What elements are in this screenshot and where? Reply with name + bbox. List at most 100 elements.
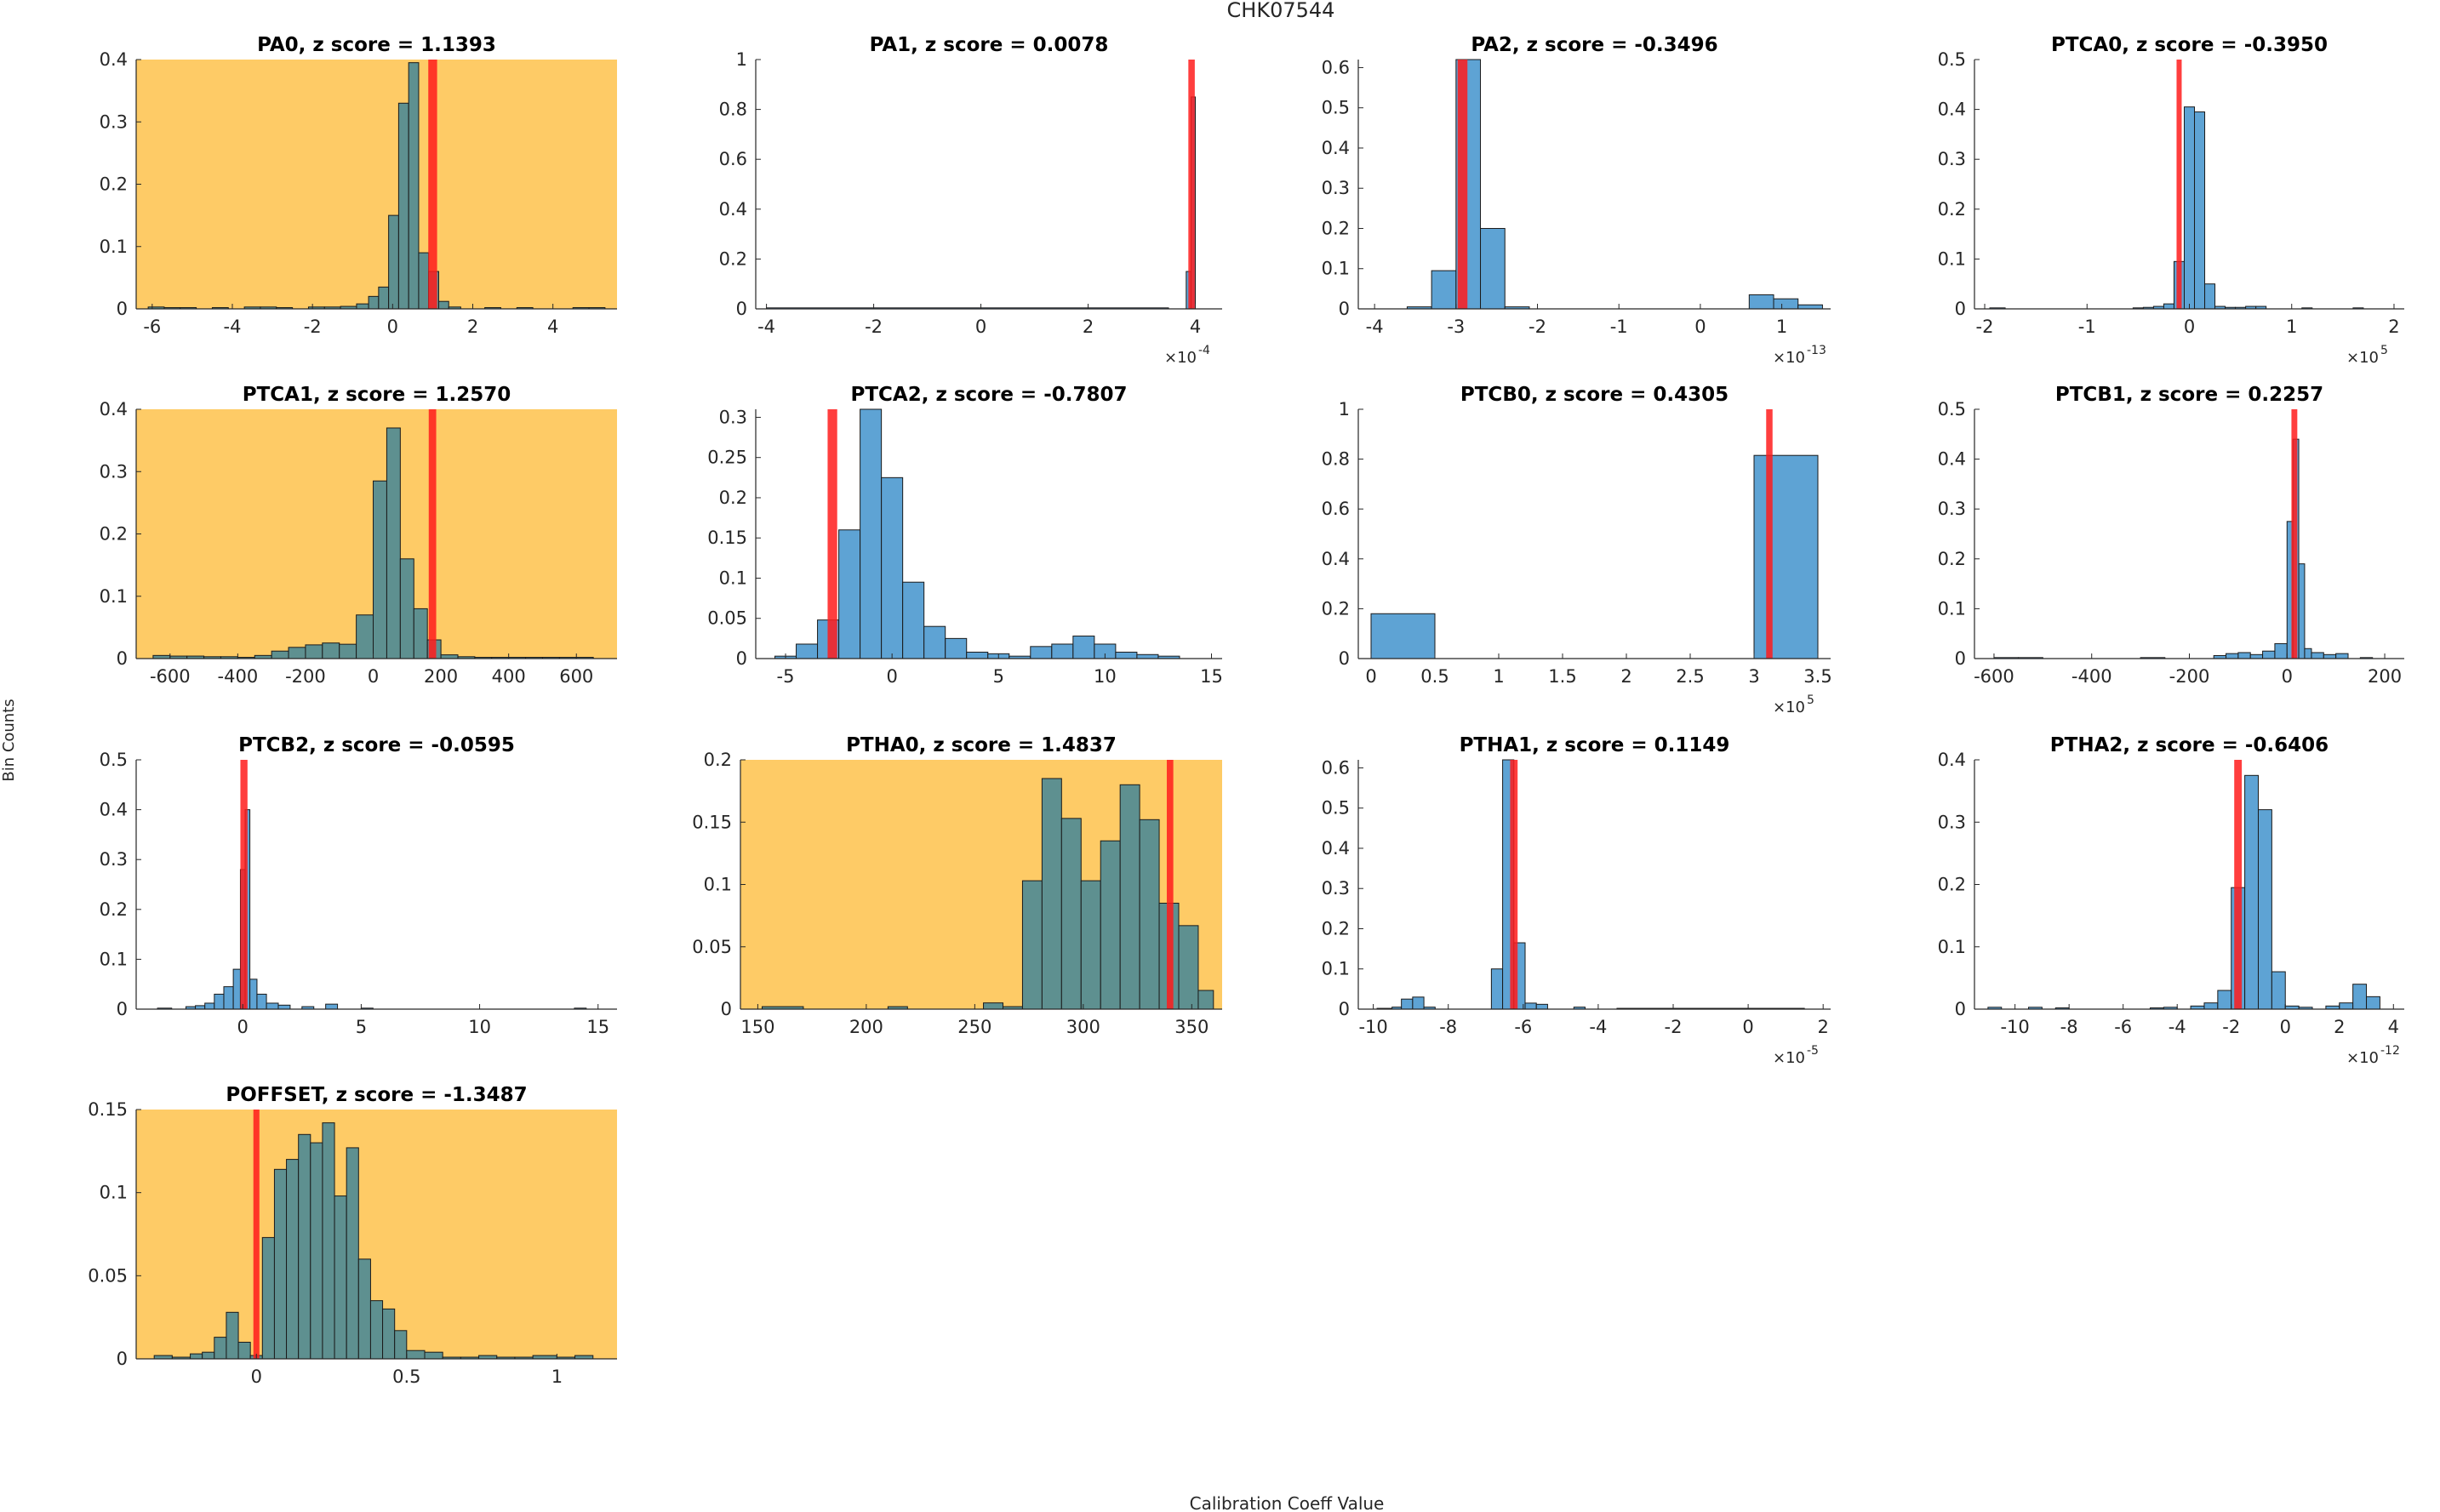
y-tick-label: 0.4 (1938, 750, 1966, 770)
histogram-bar (388, 214, 399, 310)
x-tick-label: -4 (1589, 1017, 1607, 1037)
histogram-bar (2203, 1002, 2219, 1010)
histogram-bar (1490, 968, 1504, 1010)
x-tick-label: 0 (1742, 1017, 1753, 1037)
x-tick-label: 400 (492, 666, 526, 687)
x-tick-label: 5 (993, 666, 1004, 687)
y-tick-label: 0 (1955, 999, 1966, 1019)
y-tick-label: 0.1 (1938, 598, 1966, 619)
y-tick-label: 0.15 (707, 528, 747, 548)
x-tick-label: 1 (1776, 317, 1787, 337)
axis-exponent-label: ×10 (2346, 349, 2379, 367)
histogram-bar (1431, 270, 1457, 310)
histogram-bar (440, 654, 459, 659)
x-tick-label: 1 (551, 1367, 563, 1387)
histogram-bar (1178, 925, 1199, 1010)
histogram-bar (902, 581, 925, 659)
y-tick-label: 0.5 (1938, 399, 1966, 419)
subplot-6: 0 0.2 0.4 0.6 0.8 1 0 0.5 1 1.5 2 2.5 3 3.5 ×10 5 PTCB0,… (1322, 384, 1832, 716)
subplot-title: PA0, z score = 1.1393 (257, 34, 496, 56)
histogram-bar (2163, 303, 2174, 310)
histogram-bar (346, 1147, 359, 1360)
x-tick-label: -10 (2000, 1017, 2029, 1037)
x-tick-label: -2 (1529, 317, 1546, 337)
histogram-bar (2339, 1002, 2354, 1010)
zscore-marker (428, 409, 437, 659)
subplot-title: PTHA0, z score = 1.4837 (846, 734, 1117, 756)
x-tick-label: -2 (865, 317, 883, 337)
histogram-bar (966, 651, 989, 659)
x-tick-label: 15 (586, 1017, 609, 1037)
y-tick-label: 0.1 (1938, 937, 1966, 957)
x-tick-label: -1 (2078, 317, 2096, 337)
axis-exponent-power: 5 (2380, 344, 2388, 357)
histogram-bar (1100, 840, 1121, 1010)
x-tick-label: -2 (1665, 1017, 1683, 1037)
histogram-bar (1136, 653, 1159, 659)
subplot-title: PTCA1, z score = 1.2570 (243, 384, 511, 406)
y-tick-label: 0.4 (1322, 138, 1350, 158)
x-tick-label: 2 (1620, 666, 1631, 687)
y-tick-label: 0.2 (100, 899, 128, 920)
x-tick-label: -2 (2222, 1017, 2240, 1037)
subplot-9: 0 0.05 0.1 0.15 0.2 150 200 250 300 350 PTHA0, z s… (692, 734, 1222, 1037)
zscore-marker (240, 760, 248, 1009)
histogram-bar (214, 1337, 227, 1360)
x-tick-label: 300 (1066, 1017, 1100, 1037)
histogram-bar (298, 1133, 311, 1360)
y-tick-label: 0.6 (1322, 757, 1350, 778)
histogram-bar (356, 303, 369, 310)
subplot-title: PA2, z score = -0.3496 (1471, 34, 1717, 56)
histogram-bar (223, 986, 234, 1010)
histogram-bar (368, 295, 380, 310)
histogram-bar (1041, 778, 1062, 1010)
x-tick-label: -10 (1358, 1017, 1387, 1037)
y-tick-label: 0.3 (1938, 149, 1966, 169)
histogram-bar (286, 1159, 300, 1360)
zscore-marker (1766, 409, 1773, 659)
y-tick-label: 0.2 (1322, 918, 1350, 939)
axis-exponent-power: -12 (2380, 1044, 2400, 1058)
x-tick-label: 0 (1365, 666, 1376, 687)
x-tick-label: 4 (1190, 317, 1201, 337)
y-tick-label: 0.6 (719, 149, 747, 169)
y-tick-label: 0.8 (1322, 449, 1350, 470)
subplot-10: 0 0.1 0.2 0.3 0.4 0.5 0.6 -10 -8 -6 -4 -2 0 2 ×10 -5 PTH… (1322, 734, 1831, 1067)
histogram-bar (406, 1349, 426, 1360)
x-tick-label: 2 (1083, 317, 1094, 337)
x-tick-label: -6 (2114, 1017, 2132, 1037)
histogram-bar (1748, 294, 1774, 310)
y-tick-label: 0 (117, 1349, 128, 1369)
y-tick-label: 1 (1339, 399, 1350, 419)
histogram-bar (2257, 809, 2272, 1010)
histogram-bar (1139, 819, 1160, 1010)
x-tick-label: 200 (424, 666, 458, 687)
y-tick-label: 0.05 (88, 1265, 128, 1286)
histogram-bar (1753, 454, 1819, 659)
y-tick-label: 0.1 (100, 949, 128, 969)
y-tick-label: 0 (721, 999, 732, 1019)
y-tick-label: 0.05 (707, 608, 747, 629)
y-tick-label: 0.2 (719, 488, 747, 508)
histogram-bar (838, 529, 861, 659)
figure-title: CHK07544 (1227, 0, 1335, 22)
x-tick-label: 2.5 (1676, 666, 1704, 687)
histogram-bar (1412, 996, 1425, 1010)
zscore-marker (2291, 409, 2298, 659)
y-tick-label: 0 (1955, 648, 1966, 669)
y-tick-label: 0.4 (100, 800, 128, 820)
x-tick-label: -200 (2169, 666, 2210, 687)
x-tick-label: -5 (777, 666, 795, 687)
histogram-bar (1401, 998, 1414, 1010)
x-tick-label: -2 (1976, 317, 1994, 337)
histogram-bar (983, 1002, 1003, 1010)
axis-exponent-label: ×10 (1773, 349, 1805, 367)
histogram-bar (2183, 106, 2196, 310)
axis-exponent-power: 5 (1807, 693, 1814, 707)
axis-exponent-label: ×10 (1773, 1049, 1805, 1067)
x-tick-label: 0 (387, 317, 398, 337)
y-tick-label: 0 (117, 299, 128, 319)
y-tick-label: 0.1 (100, 586, 128, 607)
zscore-marker (2176, 60, 2182, 309)
histogram-bar (334, 1195, 347, 1360)
